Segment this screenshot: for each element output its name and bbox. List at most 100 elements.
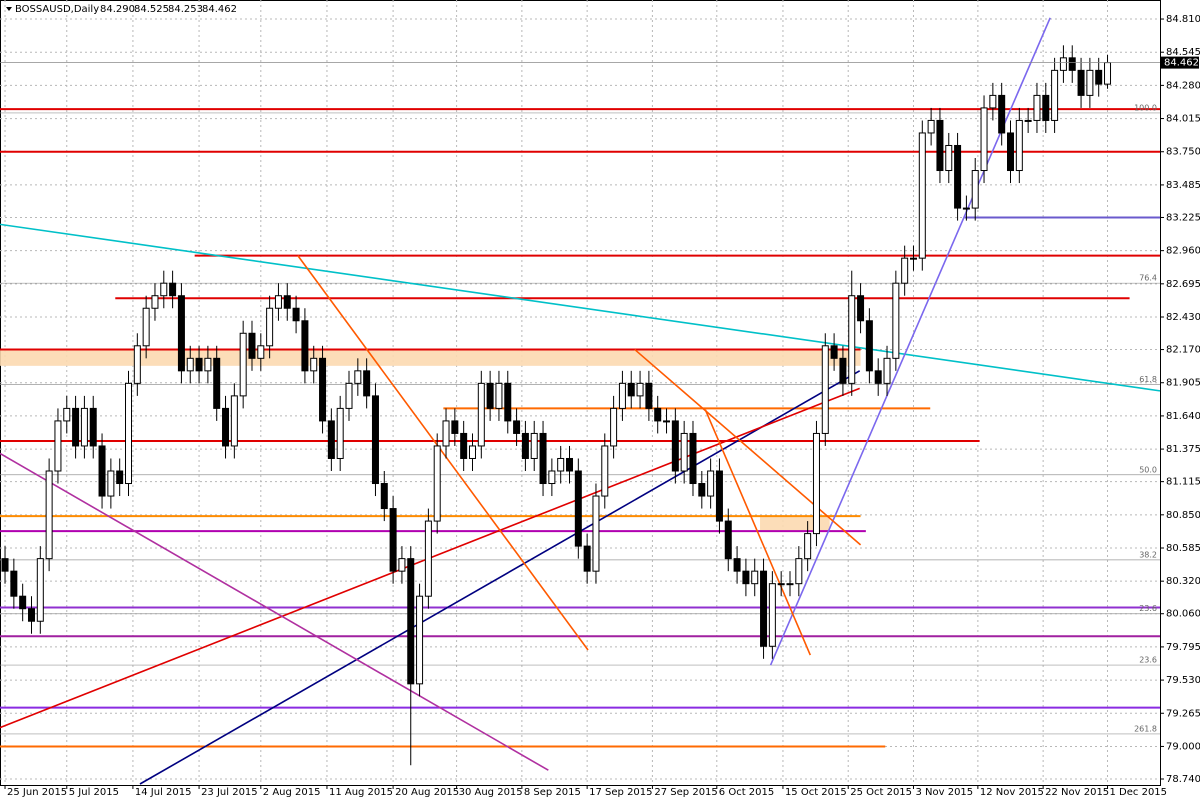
candle-body: [883, 357, 891, 384]
candle-body: [715, 470, 723, 522]
x-tick-label: 25 Jun 2015: [7, 787, 67, 798]
candle-body: [936, 119, 944, 172]
candle-body: [724, 520, 732, 560]
header-arrow: [6, 7, 12, 11]
candle-body: [451, 420, 459, 434]
y-tick-label: 83.750: [1166, 147, 1200, 158]
candle-body: [10, 570, 18, 597]
candle-body: [583, 545, 591, 572]
candle-body: [36, 558, 44, 622]
candle-body: [257, 345, 265, 359]
candle-body: [848, 295, 856, 384]
y-tick-label: 83.485: [1166, 180, 1200, 191]
candle-body: [1033, 94, 1041, 121]
candle-body: [495, 382, 503, 409]
x-tick-label: 30 Aug 2015: [459, 787, 523, 798]
y-tick-label: 78.740: [1166, 774, 1200, 785]
candle-body: [892, 282, 900, 359]
y-tick-label: 83.225: [1166, 212, 1200, 223]
candle-body: [548, 470, 556, 485]
candle-body: [857, 295, 865, 322]
candle-body: [786, 583, 794, 586]
ohlc-value: 84.462: [202, 4, 237, 15]
zone: [0, 349, 861, 366]
trend-line: [634, 348, 862, 546]
x-tick-label: 5 Jul 2015: [69, 787, 119, 798]
candle-body: [98, 445, 106, 497]
candle-body: [169, 282, 177, 297]
x-tick-label: 3 Nov 2015: [915, 787, 973, 798]
y-tick-label: 80.320: [1166, 576, 1200, 587]
candle-body: [654, 407, 662, 422]
y-tick-label: 79.795: [1166, 642, 1200, 653]
candle-body: [239, 332, 247, 397]
candle-body: [733, 558, 741, 572]
candle-body: [142, 307, 150, 347]
y-tick-label: 82.170: [1166, 345, 1200, 356]
candle-body: [539, 432, 547, 485]
y-tick-label: 81.115: [1166, 477, 1200, 488]
y-tick-label: 81.375: [1166, 444, 1200, 455]
y-tick-label: 84.015: [1166, 114, 1200, 125]
candle-body: [839, 357, 847, 384]
candle-body: [830, 345, 838, 359]
candle-body: [213, 357, 221, 409]
candle-body: [204, 357, 212, 372]
candle-body: [954, 144, 962, 209]
candle-body: [909, 257, 917, 260]
ohlc-value: 84.290: [100, 4, 135, 15]
candle-body: [72, 407, 80, 447]
y-tick-label: 79.265: [1166, 708, 1200, 719]
candle-body: [1104, 62, 1112, 85]
candle-body: [989, 94, 997, 109]
candle-body: [1024, 119, 1032, 122]
candle-body: [865, 320, 873, 372]
candle-body: [160, 282, 168, 297]
candle-body: [980, 107, 988, 172]
fib-label: 38.2: [1139, 550, 1157, 559]
candle-body: [777, 583, 785, 586]
y-tick-label: 81.905: [1166, 378, 1200, 389]
candle-body: [1051, 69, 1059, 121]
candle-body: [707, 470, 715, 497]
candle-body: [962, 207, 970, 210]
candle-body: [222, 407, 230, 447]
candle-body: [698, 483, 706, 497]
plot-area: 100.0 76.4 61.8 50.0 38.2 23.6 23.6 261.8: [0, 0, 1161, 785]
x-tick-label: 8 Sep 2015: [524, 787, 581, 798]
x-tick-label: 14 Jul 2015: [135, 787, 192, 798]
y-tick-label: 79.000: [1166, 741, 1200, 752]
candle-body: [680, 432, 688, 472]
trend-line: [0, 223, 1161, 392]
candle-body: [1007, 132, 1015, 172]
candle-body: [133, 345, 141, 384]
candle-body: [504, 382, 512, 422]
candle-body: [874, 370, 882, 384]
y-tick-label: 84.545: [1166, 47, 1200, 58]
candle-body: [574, 470, 582, 547]
candle-body: [751, 570, 759, 585]
candle-body: [107, 470, 115, 497]
candle-body: [186, 357, 194, 372]
x-tick-label: 6 Oct 2015: [719, 787, 774, 798]
candle-body: [266, 307, 274, 347]
x-tick-label: 2 Aug 2015: [263, 787, 321, 798]
candle-body: [89, 407, 97, 447]
candle-body: [592, 495, 600, 572]
candle-body: [513, 420, 521, 434]
candle-body: [645, 382, 653, 409]
candle-body: [1068, 57, 1076, 71]
candle-body: [521, 432, 529, 459]
trend-line: [704, 409, 812, 656]
candle-body: [195, 357, 203, 372]
candle-body: [460, 432, 468, 459]
y-tick-label: 80.850: [1166, 510, 1200, 521]
candle-body: [795, 558, 803, 585]
trend-line: [297, 255, 589, 651]
candle-body: [1095, 69, 1103, 85]
candle-body: [1059, 57, 1067, 71]
candle-body: [230, 395, 238, 447]
candle-body: [19, 595, 27, 610]
y-tick-label: 82.430: [1166, 312, 1200, 323]
ohlc-value: 84.525: [134, 4, 169, 15]
